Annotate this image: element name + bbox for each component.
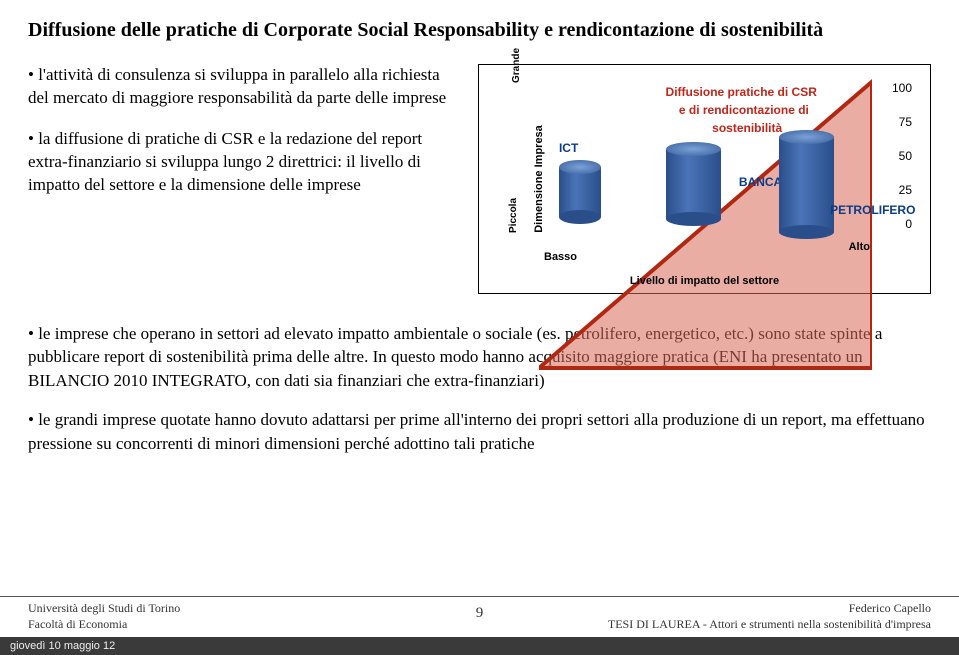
cylinder-ict [559, 167, 601, 217]
x-sub-alto: Alto [849, 241, 870, 253]
rscale-0: 0 [905, 217, 912, 231]
bullet-2: la diffusione di pratiche di CSR e la re… [28, 128, 458, 197]
y-sub-piccola: Piccola [508, 198, 519, 233]
footer-thesis: TESI DI LAUREA - Attori e strumenti nell… [608, 617, 931, 633]
footer: Università degli Studi di Torino Facoltà… [0, 596, 959, 655]
rscale-75: 75 [899, 115, 912, 129]
y-sub-grande: Grande [511, 48, 522, 83]
footer-university: Università degli Studi di Torino [28, 601, 180, 617]
left-bullets: l'attività di consulenza si sviluppa in … [28, 64, 458, 294]
footer-author: Federico Capello [608, 601, 931, 617]
lower-bullet-2: le grandi imprese quotate hanno dovuto a… [28, 408, 931, 455]
chart-container: Dimensione Impresa Grande Piccola 100 75… [478, 64, 931, 294]
bullet-1: l'attività di consulenza si sviluppa in … [28, 64, 458, 110]
label-ict: ICT [559, 141, 578, 155]
x-sub-basso: Basso [544, 251, 577, 263]
x-axis-label: Livello di impatto del settore [630, 275, 779, 287]
rscale-100: 100 [892, 81, 912, 95]
chart-inside-l1: Diffusione pratiche di CSR [666, 85, 817, 99]
cylinder-bancario [666, 149, 721, 219]
trapezoid-svg [539, 75, 872, 408]
chart-area: Diffusione pratiche di CSR e di rendicon… [539, 75, 872, 247]
footer-faculty: Facoltà di Economia [28, 617, 180, 633]
page-number: 9 [476, 605, 484, 622]
date-strip: giovedì 10 maggio 12 [0, 637, 959, 655]
cylinder-petrolifero [779, 137, 834, 232]
chart-inside-l3: sostenibilità [712, 121, 782, 135]
rscale-25: 25 [899, 183, 912, 197]
chart-inside-l2: e di rendicontazione di [679, 103, 809, 117]
upper-section: l'attività di consulenza si sviluppa in … [28, 64, 931, 294]
footer-right: Federico Capello TESI DI LAUREA - Attori… [608, 601, 931, 635]
label-petrolifero: PETROLIFERO [830, 203, 915, 217]
rscale-50: 50 [899, 149, 912, 163]
footer-left: Università degli Studi di Torino Facoltà… [28, 601, 180, 635]
page-title: Diffusione delle pratiche di Corporate S… [28, 18, 931, 42]
